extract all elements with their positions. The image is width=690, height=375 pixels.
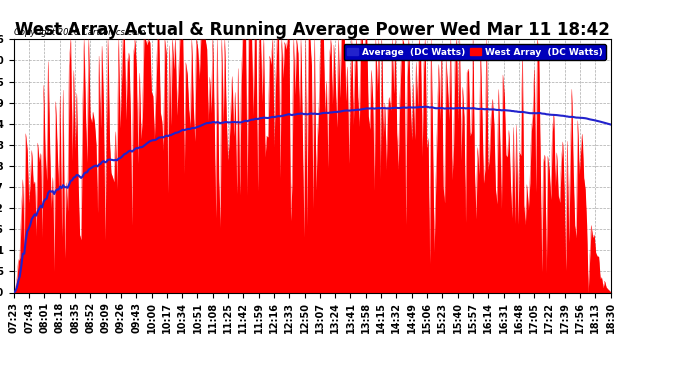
Title: West Array Actual & Running Average Power Wed Mar 11 18:42: West Array Actual & Running Average Powe… xyxy=(14,21,610,39)
Text: Copyright 2020 Cartronics.com: Copyright 2020 Cartronics.com xyxy=(14,28,145,37)
Legend: Average  (DC Watts), West Array  (DC Watts): Average (DC Watts), West Array (DC Watts… xyxy=(344,44,606,60)
